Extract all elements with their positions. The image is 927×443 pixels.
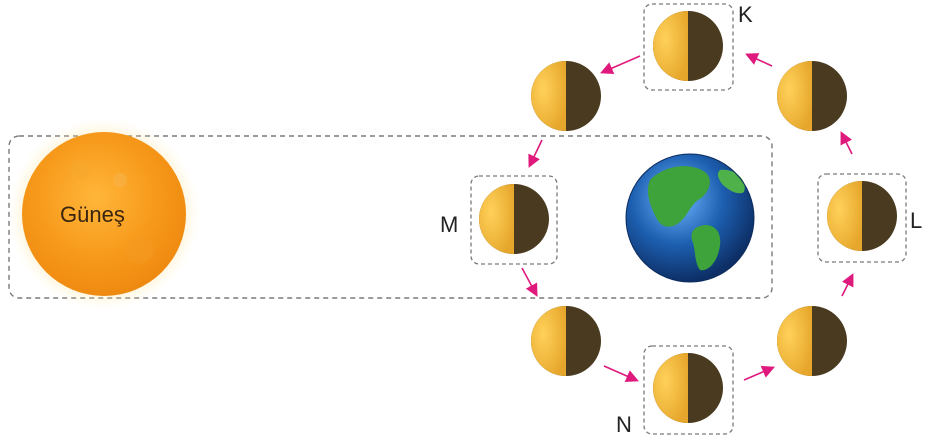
arrow-icon <box>603 365 639 383</box>
moon-box-k <box>643 3 734 91</box>
orbit-arrows <box>521 53 854 383</box>
sun-icon <box>8 118 200 310</box>
moon-label-k: K <box>738 2 753 27</box>
moon-phase-icon-l <box>827 181 897 251</box>
arrow-icon <box>600 55 641 75</box>
arrow-icon <box>528 139 543 168</box>
arrow-icon <box>745 53 773 67</box>
moon-box-m <box>470 175 558 265</box>
moon-phase-icon-k <box>653 11 723 81</box>
moon-phase-icon-top-right <box>777 61 847 131</box>
arrow-icon <box>743 365 775 381</box>
moon-phase-icon-bottom-right <box>777 306 847 376</box>
moon-phase-icon-n <box>653 353 723 423</box>
moon-phase-icon-top-left <box>531 61 601 131</box>
arrow-icon <box>841 273 854 297</box>
moon-phase-icon-m <box>479 184 549 254</box>
arrow-icon <box>521 267 538 297</box>
moon-box-l <box>817 173 907 263</box>
sunlight-region-border <box>8 135 773 299</box>
moon-box-n <box>643 345 734 435</box>
earth-icon <box>625 153 755 283</box>
moon-label-m: M <box>440 212 458 237</box>
moon-label-n: N <box>616 412 632 437</box>
moon-phase-icon-bottom-left <box>531 306 601 376</box>
moon-label-l: L <box>910 208 922 233</box>
arrow-icon <box>840 131 853 155</box>
sun-label: Güneş <box>60 202 125 227</box>
